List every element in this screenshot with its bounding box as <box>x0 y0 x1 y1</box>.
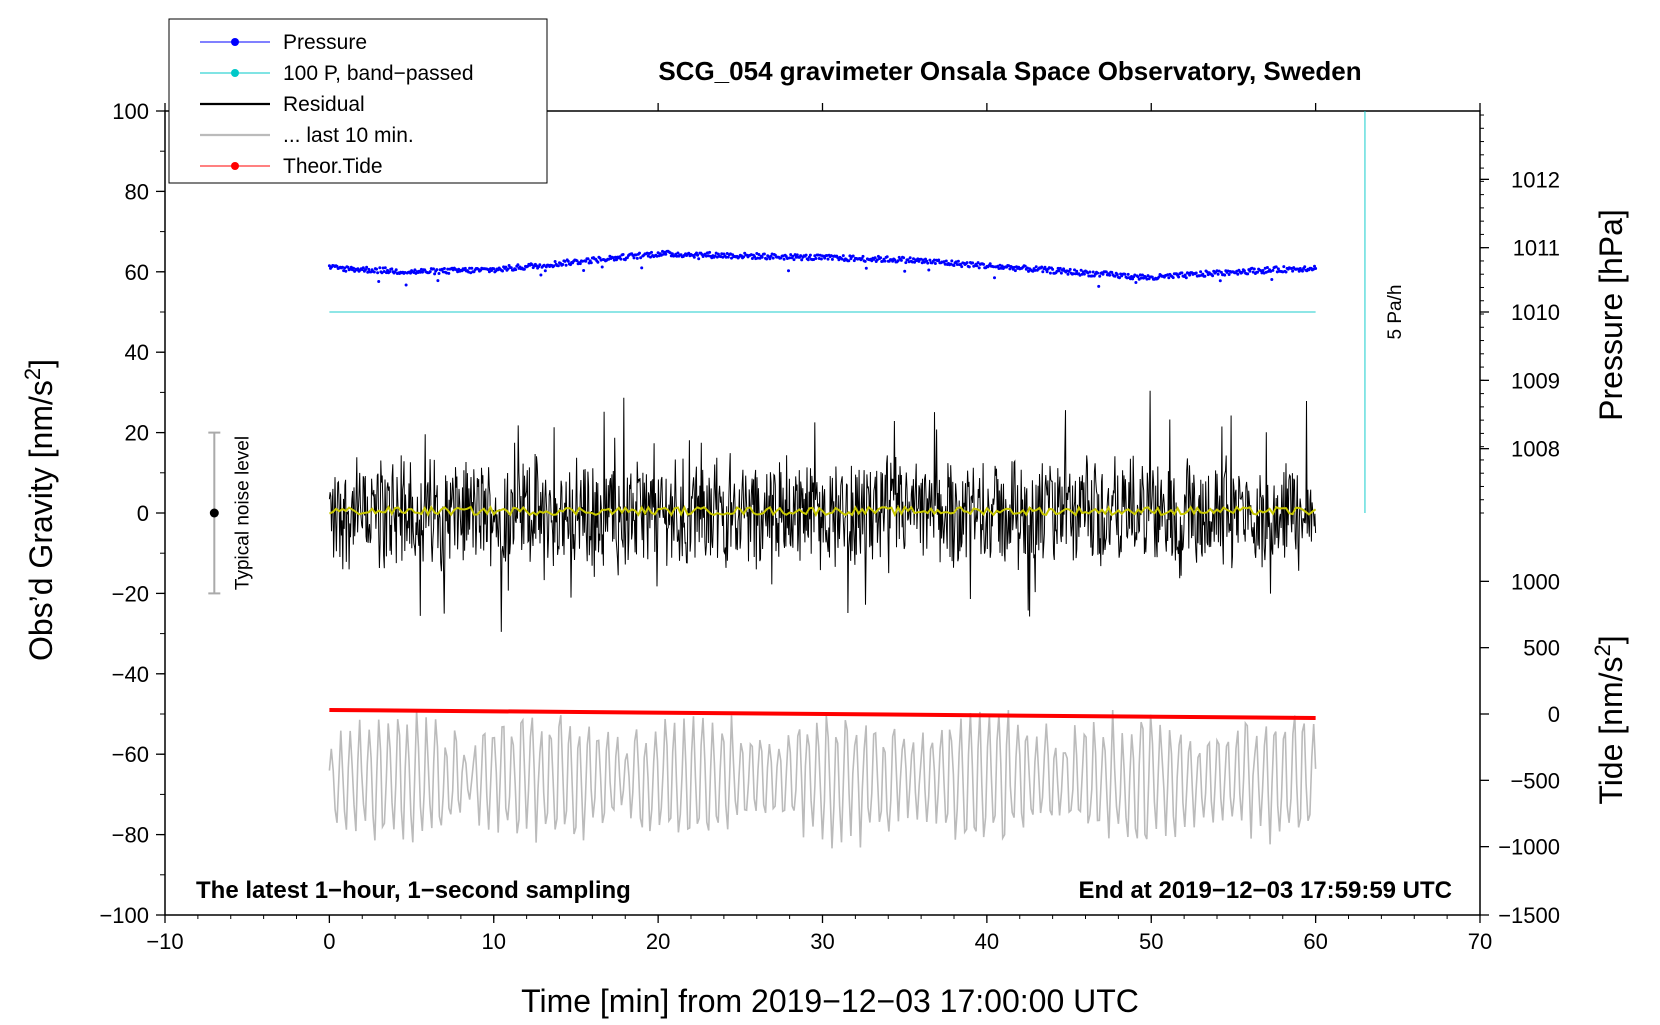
legend-label-4: Theor.Tide <box>283 155 383 178</box>
y-tick-label: 80 <box>125 179 149 204</box>
tide-tick-label: −1000 <box>1498 835 1560 860</box>
tide-tick-label: −500 <box>1510 768 1560 793</box>
pressure-axis-title: Pressure [hPa] <box>1593 209 1629 421</box>
x-tick-label: 40 <box>975 929 999 954</box>
tide-tick-label: −1500 <box>1498 903 1560 928</box>
x-tick-label: 20 <box>646 929 670 954</box>
x-axis-title: Time [min] from 2019−12−03 17:00:00 UTC <box>521 983 1139 1019</box>
tide-axis-title-sup: 2 <box>1590 644 1615 656</box>
noise-level-dot <box>209 508 219 518</box>
y-axis-title-sup: 2 <box>20 368 45 380</box>
y-tick-label: −20 <box>112 581 149 606</box>
y-tick-label: 40 <box>125 340 149 365</box>
y-tick-label: 60 <box>125 260 149 285</box>
legend: Pressure 100 P, band−passed Residual ... la… <box>168 18 548 184</box>
pressure-tick-label: 1011 <box>1513 236 1560 261</box>
x-tick-label: 10 <box>482 929 506 954</box>
tide-axis-title-prefix: Tide [nm/s <box>1593 656 1629 804</box>
y-tick-label: −40 <box>112 662 149 687</box>
residual-smoothed-series-line <box>329 504 1317 518</box>
legend-box <box>168 18 548 184</box>
y-tick-label: 100 <box>112 99 149 124</box>
tide-axis-title: Tide [nm/s2] <box>1590 635 1629 804</box>
rate-label: 5 Pa/h <box>1385 285 1406 340</box>
legend-marker-4 <box>231 162 239 170</box>
tide-tick-label: 0 <box>1548 702 1560 727</box>
x-tick-label: 60 <box>1303 929 1327 954</box>
pressure-tick-label: 1009 <box>1511 368 1560 393</box>
y-tick-label: 0 <box>137 501 149 526</box>
pressure-tick-label: 1012 <box>1511 167 1560 192</box>
y-axis-title-prefix: Obs’d Gravity [nm/s <box>23 380 59 661</box>
x-tick-label: 30 <box>810 929 834 954</box>
pressure-tick-label: 1008 <box>1511 437 1560 462</box>
pressure-tick-label: 1010 <box>1511 300 1560 325</box>
legend-label-2: Residual <box>283 93 365 116</box>
x-tick-label: −10 <box>146 929 183 954</box>
legend-label-1: 100 P, band−passed <box>283 62 474 85</box>
x-tick-label: 70 <box>1468 929 1492 954</box>
theoretical-tide-series-line <box>329 707 1316 721</box>
note-left: The latest 1−hour, 1−second sampling <box>196 877 631 904</box>
tide-tick-label: 1000 <box>1511 569 1560 594</box>
legend-label-0: Pressure <box>283 31 367 54</box>
legend-marker-0 <box>231 38 239 46</box>
legend-label-3: ... last 10 min. <box>283 124 414 147</box>
tide-axis-title-suffix: ] <box>1593 635 1629 644</box>
y-tick-label: −60 <box>112 742 149 767</box>
note-right: End at 2019−12−03 17:59:59 UTC <box>1078 877 1452 904</box>
chart-title: SCG_054 gravimeter Onsala Space Observat… <box>658 56 1361 86</box>
noise-level-label: Typical noise level <box>232 436 253 590</box>
noise-level-indicator: Typical noise level <box>208 431 253 595</box>
x-tick-label: 0 <box>323 929 335 954</box>
y-axis-title-suffix: ] <box>23 359 59 368</box>
data-layer <box>327 249 1318 849</box>
last-10-min-series-line <box>328 709 1317 849</box>
y-tick-label: −80 <box>112 823 149 848</box>
y-axis-title: Obs’d Gravity [nm/s2] <box>20 359 59 661</box>
rate-indicator: 5 Pa/h <box>1364 111 1406 513</box>
y-tick-label: 20 <box>125 421 149 446</box>
pressure-series-points <box>327 249 1318 288</box>
axes-layer: −10 0 10 20 30 40 50 60 70100806040200−20−40−60−… <box>99 99 1560 954</box>
x-tick-label: 50 <box>1139 929 1163 954</box>
legend-marker-1 <box>231 69 239 77</box>
tide-tick-label: 500 <box>1523 636 1560 661</box>
y-tick-label: −100 <box>99 903 149 928</box>
